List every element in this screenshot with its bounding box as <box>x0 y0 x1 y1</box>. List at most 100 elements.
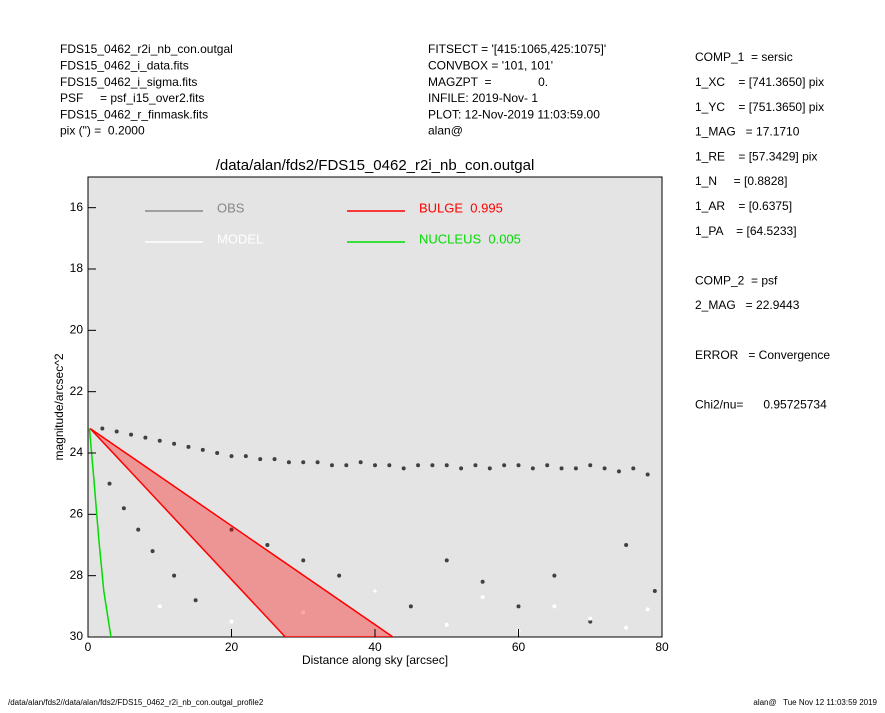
model-line <box>88 428 112 637</box>
y-tick-label: 20 <box>70 323 84 337</box>
data-point <box>301 610 306 615</box>
legend-label: NUCLEUS 0.005 <box>419 231 521 246</box>
data-point <box>401 466 406 471</box>
data-point <box>588 616 593 621</box>
data-point <box>559 466 564 471</box>
data-point <box>172 573 177 578</box>
y-axis-label: magnitude/arcsec^2 <box>52 353 66 460</box>
x-tick-label: 20 <box>225 640 239 654</box>
y-tick-label: 24 <box>70 445 84 459</box>
data-point <box>193 598 198 603</box>
header-right: 1_PA = [64.5233] <box>695 224 797 238</box>
data-point <box>215 451 220 455</box>
header-right: 1_XC = [741.3650] pix <box>695 75 824 89</box>
data-point <box>624 543 629 547</box>
data-point <box>121 506 126 511</box>
data-point <box>186 444 191 449</box>
data-point <box>624 625 629 630</box>
x-tick-label: 80 <box>655 640 669 654</box>
data-point <box>387 463 392 468</box>
header-right: 1_N = [0.8828] <box>695 174 787 188</box>
data-point <box>315 460 320 465</box>
data-point <box>444 558 449 563</box>
y-tick-label: 18 <box>70 261 84 275</box>
data-point <box>373 463 377 468</box>
data-point <box>229 619 234 624</box>
data-point <box>516 463 521 468</box>
plot-area <box>87 176 663 638</box>
data-point <box>143 435 148 440</box>
data-point <box>516 604 521 609</box>
data-point <box>172 441 177 446</box>
footer-left: /data/alan/fds2//data/alan/fds2/FDS15_04… <box>8 698 264 707</box>
legend-label: MODEL <box>217 231 263 246</box>
y-tick-label: 26 <box>70 507 84 521</box>
data-point <box>408 604 413 609</box>
header-right: 1_RE = [57.3429] pix <box>695 149 817 163</box>
data-point <box>502 463 507 468</box>
chart-title: /data/alan/fds2/FDS15_0462_r2i_nb_con.ou… <box>216 157 535 174</box>
header-right: 1_MAG = 17.1710 <box>695 125 800 139</box>
header-right: Chi2/nu= 0.95725734 <box>695 397 827 411</box>
data-point <box>552 604 557 609</box>
data-point <box>337 573 342 578</box>
y-tick-label: 30 <box>70 629 84 643</box>
header-middle: alan@ <box>428 124 463 138</box>
data-point <box>157 604 162 609</box>
data-point <box>114 429 119 434</box>
data-point <box>100 426 105 431</box>
data-point <box>480 595 485 600</box>
data-point <box>645 607 650 612</box>
data-point <box>430 463 435 468</box>
data-point <box>150 549 155 554</box>
data-point <box>631 466 636 471</box>
legend-label: OBS <box>217 200 245 215</box>
data-point <box>473 463 478 468</box>
data-point <box>243 454 248 459</box>
header-middle: PLOT: 12-Nov-2019 11:03:59.00 <box>428 107 600 121</box>
data-point <box>286 460 291 465</box>
model-area <box>89 427 395 637</box>
data-point <box>200 447 205 452</box>
y-tick-label: 22 <box>70 384 84 398</box>
data-point <box>602 466 607 471</box>
header-left: pix (") = 0.2000 <box>60 124 145 138</box>
y-tick-label: 16 <box>70 200 84 214</box>
header-middle: FITSECT = '[415:1065,425:1075]' <box>428 42 606 56</box>
header-middle: CONVBOX = '101, 101' <box>428 58 553 72</box>
data-point <box>272 457 277 462</box>
data-point <box>157 438 162 443</box>
x-tick-label: 60 <box>512 640 526 654</box>
header-right: COMP_1 = sersic <box>695 50 793 64</box>
data-point <box>573 466 578 471</box>
data-point <box>344 463 349 468</box>
data-point <box>545 463 550 468</box>
data-point <box>616 469 621 474</box>
header-right: 1_YC = [751.3650] pix <box>695 100 824 114</box>
header-middle: MAGZPT = 0. <box>428 75 548 89</box>
data-point <box>229 454 234 459</box>
footer-right: alan@ Tue Nov 12 11:03:59 2019 <box>753 698 877 707</box>
header-right: 1_AR = [0.6375] <box>695 199 792 213</box>
header-left: PSF = psf_i15_over2.fits <box>60 91 204 105</box>
header-right: 2_MAG = 22.9443 <box>695 298 800 312</box>
data-point <box>136 527 141 532</box>
legend-label: BULGE 0.995 <box>419 200 503 215</box>
x-axis-label: Distance along sky [arcsec] <box>302 653 448 667</box>
header-right: COMP_2 = psf <box>695 273 778 287</box>
y-tick-label: 28 <box>70 568 84 582</box>
data-point <box>530 466 535 471</box>
x-tick-label: 40 <box>368 640 382 654</box>
header-left: FDS15_0462_r_finmask.fits <box>60 107 208 121</box>
data-point <box>652 589 657 593</box>
data-point <box>129 432 134 437</box>
data-point <box>645 472 650 477</box>
header-left: FDS15_0462_r2i_nb_con.outgal <box>60 42 233 56</box>
data-point <box>265 543 270 547</box>
header-middle: INFILE: 2019-Nov- 1 <box>428 91 538 105</box>
header-right: ERROR = Convergence <box>695 348 830 362</box>
data-point <box>552 573 557 578</box>
plot-marks <box>88 426 657 637</box>
data-point <box>373 589 377 593</box>
